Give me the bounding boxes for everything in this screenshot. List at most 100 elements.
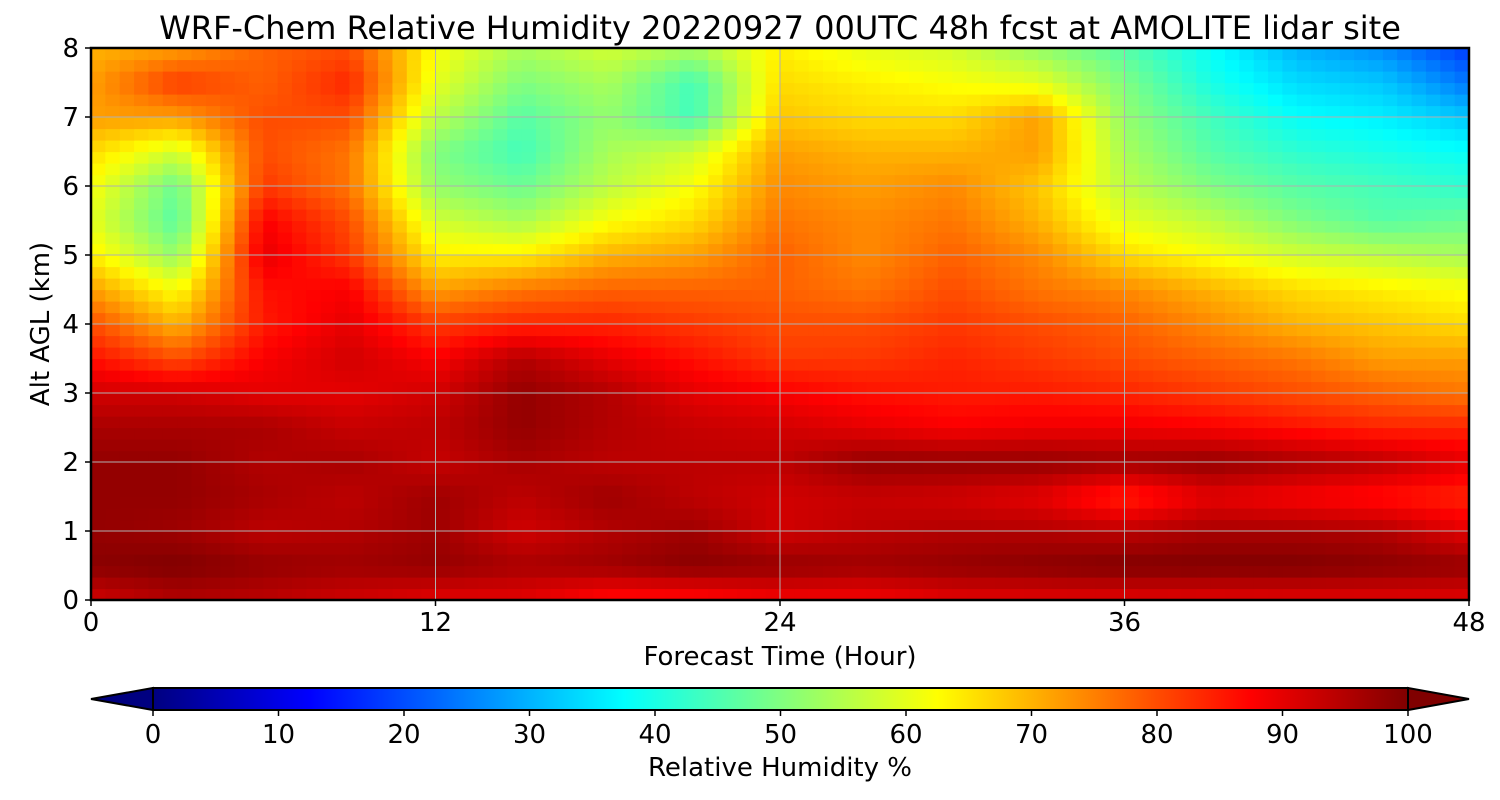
heatmap-cell bbox=[349, 427, 365, 440]
heatmap-cell bbox=[1397, 588, 1413, 600]
heatmap-cell bbox=[1311, 358, 1327, 371]
heatmap-cell bbox=[1095, 347, 1111, 360]
heatmap-cell bbox=[894, 358, 910, 371]
heatmap-cell bbox=[1368, 163, 1384, 176]
heatmap-cell bbox=[1052, 416, 1068, 429]
y-tick-label: 1 bbox=[62, 517, 79, 547]
heatmap-cell bbox=[349, 174, 365, 187]
heatmap-cell bbox=[105, 186, 121, 199]
heatmap-cell bbox=[851, 427, 867, 440]
heatmap-cell bbox=[1153, 542, 1169, 555]
heatmap-cell bbox=[564, 427, 580, 440]
heatmap-cell bbox=[1282, 243, 1298, 256]
heatmap-cell bbox=[105, 209, 121, 222]
heatmap-cell bbox=[937, 243, 953, 256]
heatmap-cell bbox=[1153, 519, 1169, 532]
heatmap-cell bbox=[937, 450, 953, 463]
heatmap-cell bbox=[119, 439, 135, 452]
x-tick-label: 12 bbox=[419, 608, 452, 638]
heatmap-cell bbox=[1009, 312, 1025, 325]
heatmap-cell bbox=[1411, 347, 1427, 360]
heatmap-cell bbox=[808, 197, 824, 210]
heatmap-cell bbox=[134, 519, 150, 532]
heatmap-cell bbox=[736, 439, 752, 452]
heatmap-cell bbox=[837, 416, 853, 429]
heatmap-cell bbox=[1224, 439, 1240, 452]
heatmap-cell bbox=[320, 151, 336, 164]
heatmap-cell bbox=[765, 416, 781, 429]
heatmap-cell bbox=[1253, 542, 1269, 555]
heatmap-cell bbox=[234, 473, 250, 486]
heatmap-cell bbox=[952, 439, 968, 452]
heatmap-cell bbox=[1081, 335, 1097, 348]
heatmap-cell bbox=[708, 243, 724, 256]
heatmap-cell bbox=[1268, 174, 1283, 187]
heatmap-cell bbox=[306, 209, 322, 222]
heatmap-cell bbox=[177, 381, 193, 394]
heatmap-cell bbox=[579, 197, 594, 210]
heatmap-cell bbox=[1268, 197, 1283, 210]
heatmap-cell bbox=[550, 427, 566, 440]
heatmap-cell bbox=[148, 266, 164, 279]
heatmap-cell bbox=[349, 554, 365, 567]
heatmap-cell bbox=[464, 94, 480, 107]
heatmap-cell bbox=[535, 301, 551, 314]
heatmap-cell bbox=[435, 324, 451, 337]
heatmap-cell bbox=[449, 312, 465, 325]
heatmap-cell bbox=[521, 508, 537, 521]
heatmap-cell bbox=[449, 542, 465, 555]
heatmap-cell bbox=[248, 266, 264, 279]
heatmap-cell bbox=[866, 174, 882, 187]
heatmap-cell bbox=[1440, 174, 1456, 187]
heatmap-cell bbox=[1325, 347, 1341, 360]
heatmap-cell bbox=[650, 82, 666, 95]
heatmap-cell bbox=[765, 427, 781, 440]
heatmap-cell bbox=[736, 140, 752, 153]
heatmap-cell bbox=[392, 335, 408, 348]
heatmap-cell bbox=[1124, 209, 1140, 222]
heatmap-cell bbox=[1110, 496, 1126, 509]
heatmap-cell bbox=[751, 140, 767, 153]
heatmap-cell bbox=[851, 289, 867, 302]
heatmap-cell bbox=[363, 324, 379, 337]
heatmap-cell bbox=[1167, 519, 1183, 532]
heatmap-cell bbox=[363, 289, 379, 302]
heatmap-cell bbox=[593, 519, 609, 532]
heatmap-cell bbox=[966, 163, 982, 176]
heatmap-cell bbox=[765, 151, 781, 164]
heatmap-cell bbox=[492, 450, 508, 463]
heatmap-cell bbox=[291, 335, 307, 348]
heatmap-cell bbox=[923, 496, 939, 509]
heatmap-cell bbox=[923, 577, 939, 590]
heatmap-cell bbox=[851, 312, 867, 325]
heatmap-cell bbox=[1210, 439, 1226, 452]
heatmap-cell bbox=[1095, 588, 1111, 600]
heatmap-cell bbox=[765, 186, 781, 199]
heatmap-cell bbox=[220, 554, 236, 567]
heatmap-cell bbox=[248, 404, 264, 417]
heatmap-cell bbox=[335, 496, 350, 509]
heatmap-cell bbox=[1454, 278, 1469, 291]
heatmap-cell bbox=[105, 59, 121, 72]
heatmap-cell bbox=[665, 439, 681, 452]
heatmap-cell bbox=[134, 473, 150, 486]
heatmap-cell bbox=[1067, 301, 1083, 314]
heatmap-cell bbox=[507, 94, 523, 107]
heatmap-cell bbox=[780, 381, 795, 394]
heatmap-cell bbox=[823, 393, 839, 406]
heatmap-cell bbox=[1397, 278, 1413, 291]
heatmap-cell bbox=[909, 427, 925, 440]
heatmap-cell bbox=[808, 312, 824, 325]
heatmap-cell bbox=[1196, 266, 1212, 279]
heatmap-cell bbox=[291, 220, 307, 233]
heatmap-cell bbox=[1067, 473, 1083, 486]
heatmap-cell bbox=[521, 301, 537, 314]
heatmap-cell bbox=[1052, 370, 1068, 383]
heatmap-cell bbox=[248, 48, 264, 61]
heatmap-cell bbox=[1397, 381, 1413, 394]
heatmap-cell bbox=[277, 117, 293, 130]
heatmap-cell bbox=[535, 416, 551, 429]
heatmap-cell bbox=[507, 496, 523, 509]
heatmap-cell bbox=[320, 59, 336, 72]
heatmap-cell bbox=[693, 71, 709, 84]
